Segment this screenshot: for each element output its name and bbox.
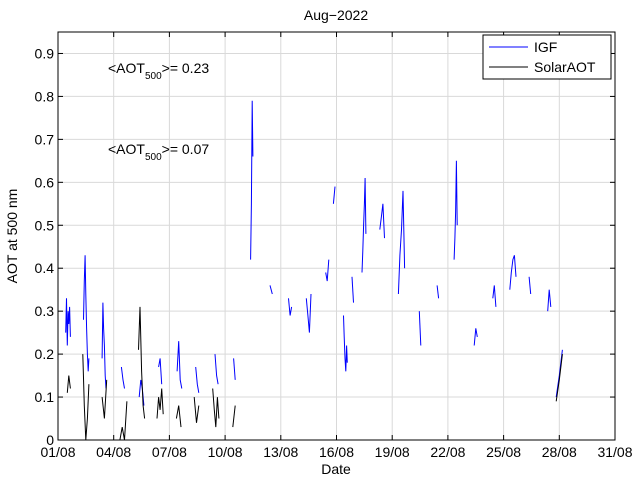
series-layer [65, 100, 563, 441]
series-line-igf [195, 366, 200, 393]
series-line-solaraot [119, 401, 128, 441]
series-line-igf [101, 302, 107, 389]
series-line-igf [343, 315, 348, 372]
igf-annotation-prefix: <AOT [108, 60, 145, 76]
series-line-igf [158, 358, 163, 385]
series-line-igf [176, 341, 183, 389]
series-line-igf [305, 293, 312, 333]
series-line-igf [361, 177, 367, 273]
series-line-solaraot [66, 375, 71, 393]
x-tick-label: 10/08 [208, 444, 243, 460]
legend-label-igf: IGF [534, 39, 557, 55]
series-line-igf [83, 255, 90, 372]
igf-annotation-suffix: >= 0.23 [162, 60, 210, 76]
x-tick-label: 13/08 [263, 444, 298, 460]
x-tick-label: 31/08 [597, 444, 632, 460]
series-line-igf [65, 298, 71, 346]
series-line-igf [492, 285, 497, 307]
x-axis-label: Date [321, 461, 351, 477]
x-tick-label: 07/08 [152, 444, 187, 460]
series-line-igf [555, 349, 563, 398]
solaraot-annotation-prefix: <AOT [108, 141, 145, 157]
igf-annotation-subscript: 500 [145, 71, 162, 82]
legend-box [482, 34, 612, 80]
igf-mean-annotation: <AOT500>= 0.23 [108, 60, 209, 82]
grid-lines [58, 32, 615, 440]
legend-label-solaraot: SolarAOT [534, 59, 596, 75]
y-tick-label: 0.4 [35, 260, 55, 276]
series-line-solaraot [101, 379, 108, 419]
legend: IGF SolarAOT [482, 34, 612, 80]
series-line-igf [436, 285, 440, 299]
y-tick-label: 0.1 [35, 389, 55, 405]
series-line-igf [214, 354, 219, 385]
x-tick-label: 28/08 [542, 444, 577, 460]
series-line-igf [269, 285, 273, 295]
series-line-igf [473, 328, 478, 346]
series-line-igf [250, 100, 254, 260]
series-line-igf [397, 190, 406, 295]
series-line-solaraot [212, 388, 220, 428]
y-tick-label: 0.7 [35, 131, 55, 147]
series-line-igf [528, 276, 532, 295]
solaraot-mean-annotation: <AOT500>= 0.07 [108, 141, 209, 163]
series-line-solaraot [232, 405, 236, 428]
series-line-igf [120, 366, 125, 389]
chart-title: Aug−2022 [304, 7, 368, 23]
series-line-igf [547, 289, 552, 312]
axis-ticks: 01/08 04/08 07/08 10/08 13/08 16/08 19/08 22/08… [35, 32, 633, 460]
series-line-igf [418, 311, 422, 346]
x-tick-label: 16/08 [319, 444, 354, 460]
series-line-igf [233, 358, 236, 380]
x-tick-label: 01/08 [40, 444, 75, 460]
solaraot-annotation-suffix: >= 0.07 [162, 141, 210, 157]
y-tick-label: 0.6 [35, 174, 55, 190]
series-line-solaraot [555, 354, 563, 402]
y-tick-label: 0.5 [35, 217, 55, 233]
series-line-solaraot [193, 397, 200, 423]
y-tick-label: 0.8 [35, 88, 55, 104]
x-tick-label: 25/08 [486, 444, 521, 460]
y-tick-label: 0.3 [35, 303, 55, 319]
y-tick-label: 0.9 [35, 45, 55, 61]
series-line-igf [332, 186, 336, 204]
series-line-igf [509, 255, 517, 290]
y-axis-label: AOT at 500 nm [4, 189, 20, 284]
x-tick-label: 19/08 [375, 444, 410, 460]
series-line-igf [325, 259, 330, 282]
y-tick-label: 0.2 [35, 346, 55, 362]
series-line-solaraot [156, 388, 164, 419]
series-line-solaraot [138, 306, 146, 419]
series-line-igf [453, 160, 458, 260]
solaraot-annotation-subscript: 500 [145, 152, 162, 163]
series-line-igf [288, 298, 293, 316]
x-tick-label: 04/08 [96, 444, 131, 460]
series-line-igf [351, 276, 354, 303]
series-line-solaraot [175, 405, 182, 428]
x-tick-label: 22/08 [430, 444, 465, 460]
y-tick-label: 0 [46, 432, 54, 448]
series-line-igf [379, 203, 385, 239]
